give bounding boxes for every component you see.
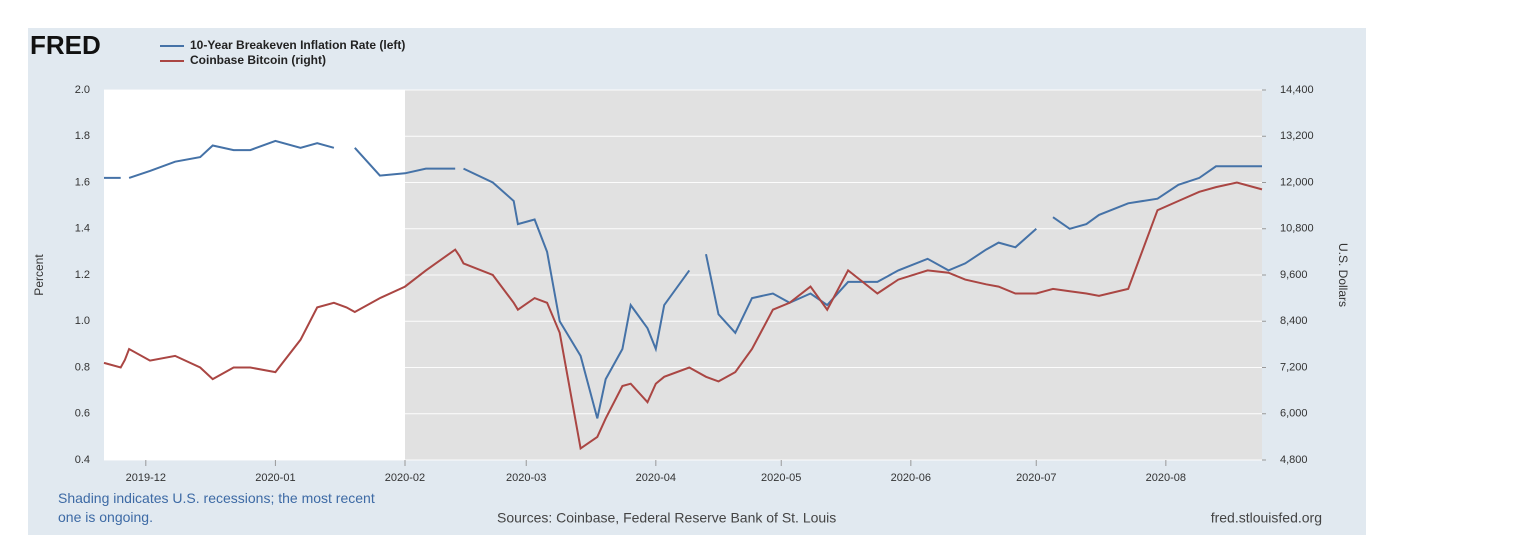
- y-tick-label: 1.6: [75, 176, 90, 188]
- y-tick-label: 1.8: [75, 130, 90, 142]
- y2-tick-label: 13,200: [1280, 130, 1314, 142]
- x-tick-label: 2020-01: [255, 472, 295, 484]
- y2-tick-label: 4,800: [1280, 454, 1308, 466]
- x-tick-label: 2020-03: [506, 472, 546, 484]
- legend-label: Coinbase Bitcoin (right): [190, 53, 326, 67]
- y2-tick-label: 6,000: [1280, 408, 1308, 420]
- y-tick-label: 1.4: [75, 223, 90, 235]
- y2-tick-label: 14,400: [1280, 84, 1314, 96]
- x-tick-label: 2020-07: [1016, 472, 1056, 484]
- y2-tick-label: 8,400: [1280, 315, 1308, 327]
- recession-note: Shading indicates U.S. recessions; the m…: [58, 490, 375, 525]
- site: fred.stlouisfed.org: [1211, 510, 1322, 526]
- y-tick-label: 1.2: [75, 269, 90, 281]
- x-tick-label: 2020-05: [761, 472, 801, 484]
- y2-axis-label: U.S. Dollars: [1336, 243, 1350, 307]
- y-tick-label: 2.0: [75, 84, 90, 96]
- x-tick-label: 2019-12: [126, 472, 166, 484]
- y-axis-label: Percent: [32, 254, 46, 296]
- y2-tick-label: 7,200: [1280, 361, 1308, 373]
- series-line: [103, 181, 1263, 451]
- y-tick-label: 0.8: [75, 361, 90, 373]
- logo: FRED: [30, 30, 101, 60]
- x-tick-label: 2020-04: [636, 472, 676, 484]
- x-tick-label: 2020-06: [891, 472, 931, 484]
- y-tick-label: 1.0: [75, 315, 90, 327]
- x-tick-label: 2020-02: [385, 472, 425, 484]
- y-tick-label: 0.4: [75, 454, 90, 466]
- series-line: [104, 139, 1262, 419]
- y2-tick-label: 10,800: [1280, 223, 1314, 235]
- x-tick-label: 2020-08: [1146, 472, 1186, 484]
- y2-tick-label: 12,000: [1280, 176, 1314, 188]
- source: Sources: Coinbase, Federal Reserve Bank …: [497, 510, 836, 526]
- legend-label: 10-Year Breakeven Inflation Rate (left): [190, 38, 405, 52]
- y-tick-label: 0.6: [75, 408, 90, 420]
- y2-tick-label: 9,600: [1280, 269, 1308, 281]
